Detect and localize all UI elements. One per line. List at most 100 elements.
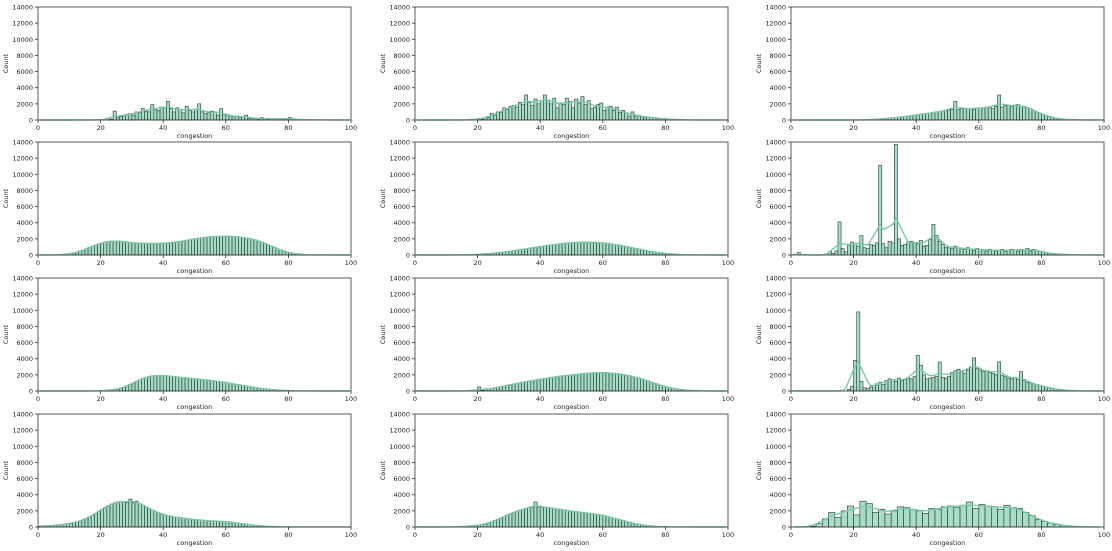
histogram-bar xyxy=(881,243,886,256)
histogram-bar xyxy=(605,516,610,528)
histogram-bar xyxy=(1000,106,1005,121)
y-axis-label: Count xyxy=(755,53,763,73)
histogram-bar xyxy=(922,113,926,121)
histogram-bar xyxy=(991,506,998,528)
histogram-bar xyxy=(241,237,245,256)
histogram-bar xyxy=(975,368,980,392)
y-tick-label: 8000 xyxy=(393,459,410,467)
y-tick-label: 8000 xyxy=(393,52,410,60)
y-tick-label: 4000 xyxy=(393,355,410,363)
x-tick-label: 100 xyxy=(722,124,734,132)
histogram-bar xyxy=(602,242,607,256)
histogram-plot-4: 0 2000 4000 6000 8000 10000 12000 14000 0 20 40 60 8… xyxy=(2,139,357,276)
histogram-bar xyxy=(172,241,177,256)
x-tick-label: 20 xyxy=(849,259,857,267)
histogram-bar xyxy=(1012,376,1017,392)
x-tick-label: 0 xyxy=(413,395,417,403)
histogram-bar xyxy=(577,241,582,256)
x-tick-label: 100 xyxy=(345,259,357,267)
x-tick-label: 40 xyxy=(159,531,167,539)
histogram-bar xyxy=(602,372,607,392)
histogram-bar xyxy=(868,244,873,256)
x-tick-label: 0 xyxy=(36,395,40,403)
histogram-bar xyxy=(94,244,98,256)
y-tick-label: 14000 xyxy=(12,411,33,419)
histogram-bar xyxy=(840,510,848,528)
y-tick-label: 0 xyxy=(782,388,786,396)
histogram-bar xyxy=(997,508,1005,528)
histogram-bar xyxy=(919,114,923,121)
histogram-bar xyxy=(972,508,980,528)
histogram-bar xyxy=(1019,105,1023,121)
histogram-bar xyxy=(527,507,532,528)
x-tick-label: 80 xyxy=(661,395,669,403)
x-axis-label: congestion xyxy=(177,539,213,547)
histogram-bar xyxy=(947,505,955,528)
y-tick-label: 12000 xyxy=(389,155,410,163)
histogram-bar xyxy=(909,378,914,392)
histogram-bar xyxy=(978,504,986,528)
histogram-bar xyxy=(950,109,955,121)
histogram-bar xyxy=(1034,519,1042,528)
histogram-bar xyxy=(169,108,173,121)
y-tick-label: 2000 xyxy=(16,507,33,515)
histogram-bar xyxy=(583,372,588,392)
y-tick-label: 2000 xyxy=(769,507,786,515)
histogram-bar xyxy=(150,243,155,256)
histogram-bar xyxy=(633,115,638,121)
histogram-bar xyxy=(219,235,223,256)
histogram-bar xyxy=(1006,377,1011,392)
histogram-bar xyxy=(931,224,936,256)
histogram-bar xyxy=(222,235,227,256)
histogram-bar xyxy=(611,243,616,256)
histogram-bar xyxy=(137,503,142,528)
histogram-bar xyxy=(159,106,164,121)
histogram-bar xyxy=(856,311,861,392)
histogram-bar xyxy=(558,508,563,528)
x-tick-label: 100 xyxy=(345,395,357,403)
histogram-bar xyxy=(909,508,917,528)
histogram-bar xyxy=(953,370,958,392)
histogram-bar xyxy=(197,237,202,256)
histogram-bar xyxy=(959,248,964,256)
histogram-bar xyxy=(853,514,861,528)
x-tick-label: 20 xyxy=(96,259,104,267)
plot-frame xyxy=(37,6,352,121)
histogram-bar xyxy=(203,113,208,121)
histogram-bar xyxy=(624,112,629,121)
plot-frame xyxy=(414,141,729,256)
x-tick-label: 80 xyxy=(661,259,669,267)
x-tick-label: 60 xyxy=(222,531,230,539)
bars xyxy=(458,94,729,121)
histogram-bar xyxy=(1022,249,1027,256)
histogram-bar xyxy=(937,111,942,121)
histogram-bar xyxy=(837,221,842,256)
x-tick-label: 60 xyxy=(975,259,983,267)
histogram-bar xyxy=(561,243,566,256)
histogram-bar xyxy=(109,503,114,528)
histogram-bar xyxy=(564,510,569,528)
histogram-bar xyxy=(589,108,594,121)
histogram-bar xyxy=(203,520,208,528)
x-tick-label: 60 xyxy=(975,124,983,132)
histogram-bar xyxy=(906,241,911,256)
histogram-bar xyxy=(530,380,535,392)
histogram-bar xyxy=(953,507,961,528)
histogram-bar xyxy=(125,241,130,256)
histogram-bar xyxy=(962,249,967,256)
histogram-bar xyxy=(984,106,989,121)
histogram-bar xyxy=(649,381,654,392)
histogram-bar xyxy=(505,109,510,121)
x-tick-label: 0 xyxy=(789,531,793,539)
plot-frame xyxy=(37,141,352,256)
x-tick-label: 0 xyxy=(413,259,417,267)
histogram-bar xyxy=(853,243,858,256)
histogram-bar xyxy=(166,101,170,121)
histogram-bar xyxy=(947,376,951,392)
histogram-bar xyxy=(1003,376,1008,392)
y-tick-label: 2000 xyxy=(769,235,786,243)
x-tick-label: 100 xyxy=(722,531,734,539)
histogram-bar xyxy=(903,244,908,256)
histogram-plot-8: 0 2000 4000 6000 8000 10000 12000 14000 0 20 40 60 8… xyxy=(379,275,734,412)
